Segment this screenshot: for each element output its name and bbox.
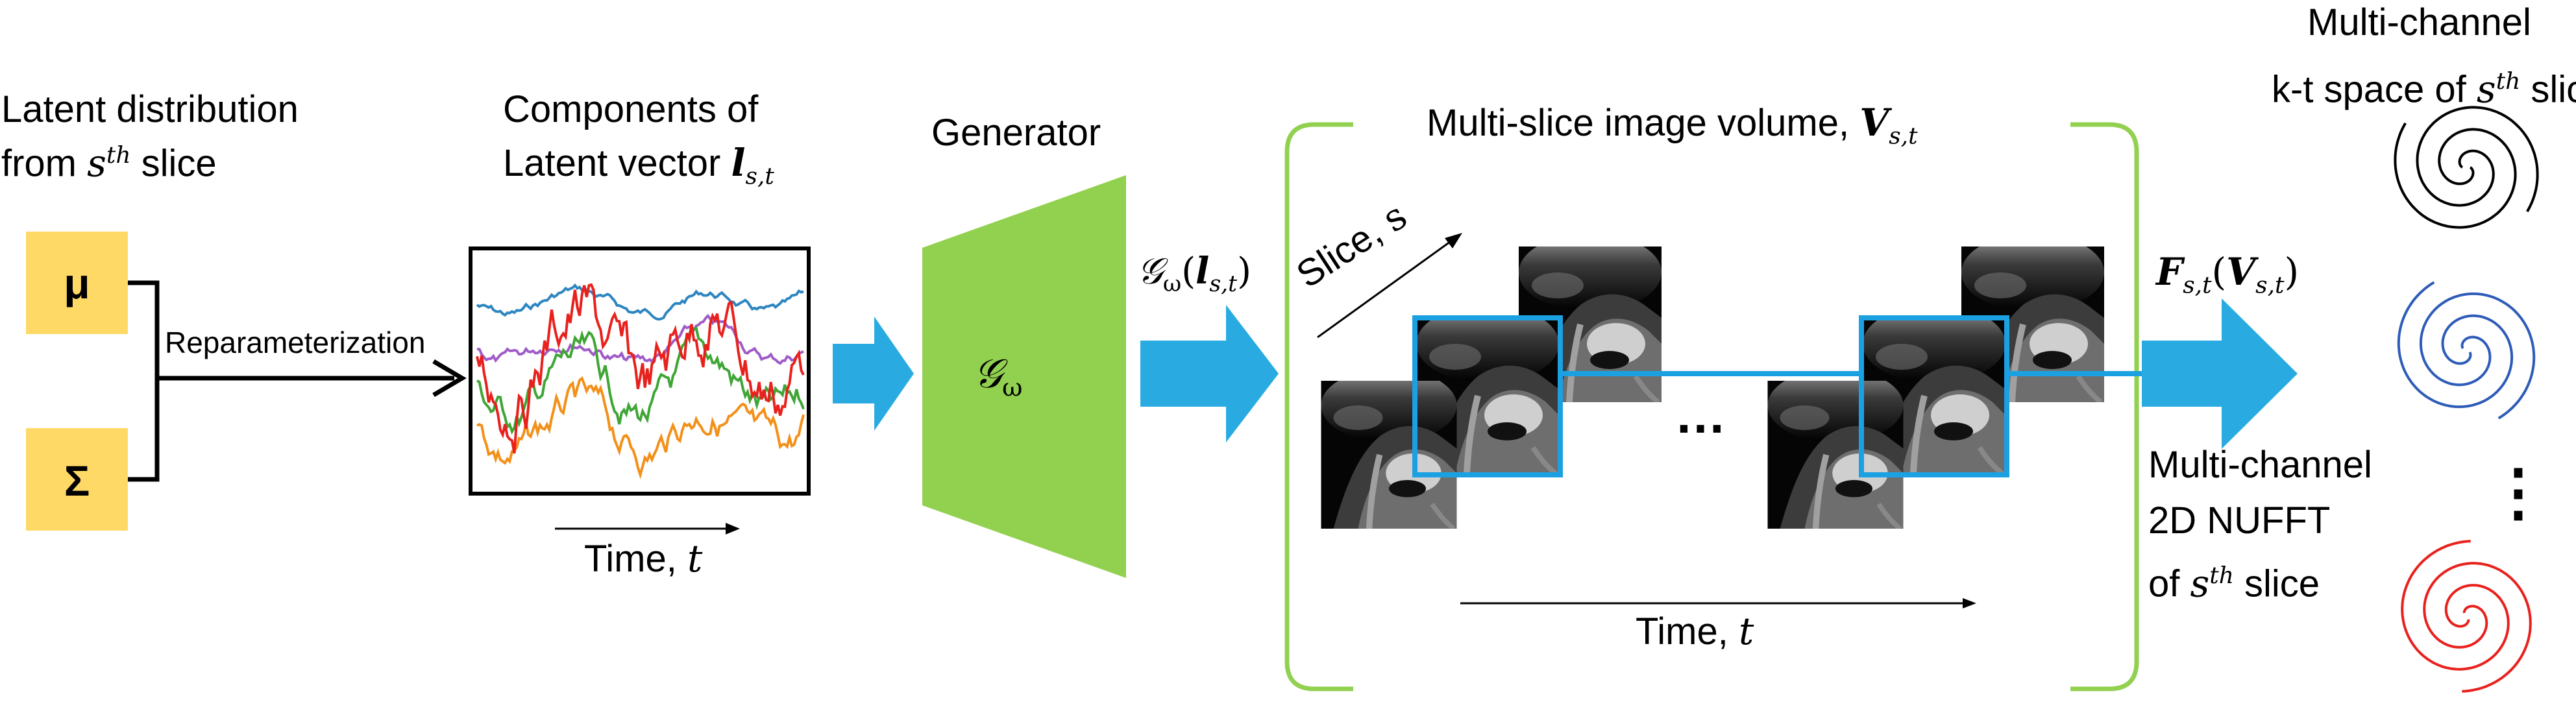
generator-symbol: 𝒢ω: [974, 350, 1023, 403]
kspace-label-line1: Multi-channel: [2307, 1, 2531, 43]
volume-time-axis-head: [1963, 598, 1976, 608]
reparam-arrow-head: [432, 359, 467, 398]
latent-traces: [476, 283, 805, 479]
volume-ellipsis: …: [1674, 386, 1726, 444]
sigma-box: [26, 428, 128, 531]
spiral-blue-arm: [2419, 292, 2536, 420]
highlight-frame-right: [1859, 315, 2009, 477]
volume-time-label: Time, t: [1636, 609, 1754, 653]
trace-blue: [476, 283, 804, 321]
kspace-vertical-ellipsis: ⋮: [2487, 458, 2549, 527]
volume-title: Multi-slice image volume, Vs,t: [1427, 101, 1918, 150]
mu-box: [26, 232, 128, 334]
generator-output-label: 𝒢ω(ls,t): [1137, 250, 1251, 298]
latent-label-line2: from sth slice: [1, 141, 217, 186]
spiral-red-arm: [2423, 562, 2532, 693]
nufft-operator-label: Fs,t(Vs,t): [2156, 250, 2300, 299]
spiral-black-arm: [2416, 106, 2539, 213]
nufft-label-line2: 2D NUFFT: [2148, 499, 2331, 542]
trace-orange: [476, 376, 805, 479]
spiral-blue-arm: [2397, 281, 2514, 409]
sigma-label: Σ: [64, 457, 90, 505]
mri-slice-r1: [1768, 368, 1904, 529]
mri-slice-l1: [1321, 368, 1457, 529]
slice-axis-head: [1445, 233, 1462, 248]
components-label-line1: Components of: [503, 88, 759, 130]
spiral-black-arm: [2394, 122, 2517, 229]
slice-axis: [1317, 235, 1458, 339]
spiral-black: [2394, 106, 2539, 229]
latent-plot-frame: [469, 246, 811, 496]
generator-shape: [922, 175, 1126, 578]
spiral-red-arm: [2401, 540, 2510, 671]
components-time-axis-head: [726, 523, 740, 535]
nufft-label-line3: of sth slice: [2148, 561, 2320, 606]
nufft-label-line1: Multi-channel: [2148, 444, 2372, 486]
trace-red: [476, 283, 805, 454]
spiral-red: [2401, 540, 2532, 693]
trace-purple: [476, 313, 804, 365]
latent-label-line1: Latent distribution: [1, 88, 299, 130]
volume-frame: [1284, 122, 2139, 691]
reparam-label: Reparameterization: [165, 326, 426, 359]
components-label-line2: Latent vector ls,t: [503, 141, 774, 190]
kspace-label-line2: k-t space of sth slice: [2272, 67, 2576, 112]
spiral-blue: [2397, 281, 2536, 420]
reparam-bracket: [128, 280, 160, 482]
mu-label: μ: [64, 259, 90, 307]
components-time-label: Time, t: [584, 536, 703, 581]
arrow-from-generator: [1140, 305, 1279, 442]
arrow-to-kspace: [2142, 298, 2298, 449]
highlight-frame-left: [1412, 315, 1563, 477]
generator-title: Generator: [931, 112, 1101, 154]
arrow-to-generator: [833, 317, 914, 431]
